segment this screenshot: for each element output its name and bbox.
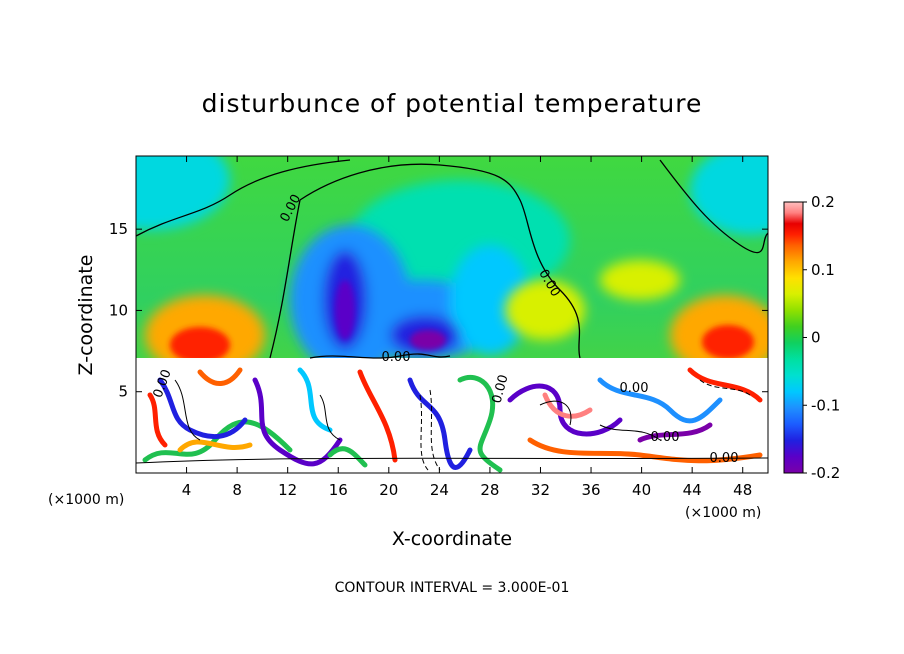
x-tick-label: 48	[733, 481, 752, 499]
contour-interval-note: CONTOUR INTERVAL = 3.000E-01	[335, 580, 570, 596]
contour-layer-top	[309, 353, 451, 359]
contour-left	[136, 159, 351, 359]
contour-label: 0.00	[382, 350, 411, 365]
y-axis-label: Z-coordinate	[75, 255, 97, 376]
x-tick-label: 40	[632, 481, 651, 499]
cold-cores	[335, 280, 446, 350]
colorbar-tick-label: 0	[811, 329, 821, 347]
contour-center	[299, 163, 581, 359]
contour-label: 0.00	[620, 381, 649, 396]
x-tick-label: 36	[581, 481, 600, 499]
x-tick-label: 44	[683, 481, 702, 499]
colorbar-ticks: 0.2 0.1 0 -0.1 -0.2	[803, 193, 840, 482]
colorbar-scale	[783, 201, 804, 474]
colorbar-tick-label: 0.1	[811, 261, 835, 279]
x-tick-label: 20	[379, 481, 398, 499]
colorbar: 0.2 0.1 0 -0.1 -0.2	[783, 193, 840, 482]
contour-label: 0.00	[651, 430, 680, 445]
contour-lines	[136, 159, 768, 359]
colorbar-tick-label: -0.1	[811, 396, 840, 414]
contour-label: 0.00	[490, 373, 512, 405]
x-tick-label: 32	[531, 481, 550, 499]
colorbar-tick-label: 0.2	[811, 193, 835, 211]
chart-title: disturbunce of potential temperature	[202, 89, 703, 118]
plot-frame	[135, 155, 769, 474]
x-tick-label: 8	[232, 481, 242, 499]
x-tick-label: 16	[329, 481, 348, 499]
turbulent-layer	[136, 358, 768, 473]
x-tick-label: 28	[480, 481, 499, 499]
x-unit-right: (×1000 m)	[685, 505, 761, 521]
contour-label: 0.00	[710, 451, 739, 466]
x-axis-label: X-coordinate	[392, 528, 512, 550]
x-axis: 4 8 12 16 20 24 28 32 36 40 44 48	[182, 156, 752, 499]
x-unit-left: (×1000 m)	[48, 492, 124, 508]
x-tick-label: 12	[278, 481, 297, 499]
x-tick-label: 4	[182, 481, 192, 499]
y-tick-label: 10	[109, 301, 128, 319]
y-tick-label: 15	[109, 220, 128, 238]
y-tick-label: 5	[118, 383, 128, 401]
warm-cores	[170, 325, 754, 363]
colorbar-tick-label: -0.2	[811, 464, 840, 482]
cold-regions	[290, 225, 530, 375]
x-tick-label: 24	[430, 481, 449, 499]
contour-right	[659, 159, 768, 254]
plot-area: 0.00 0.00 0.00 0.00 0.00 0.00 0.00 0.00	[136, 156, 768, 473]
y-axis: 5 10 15	[109, 220, 768, 401]
